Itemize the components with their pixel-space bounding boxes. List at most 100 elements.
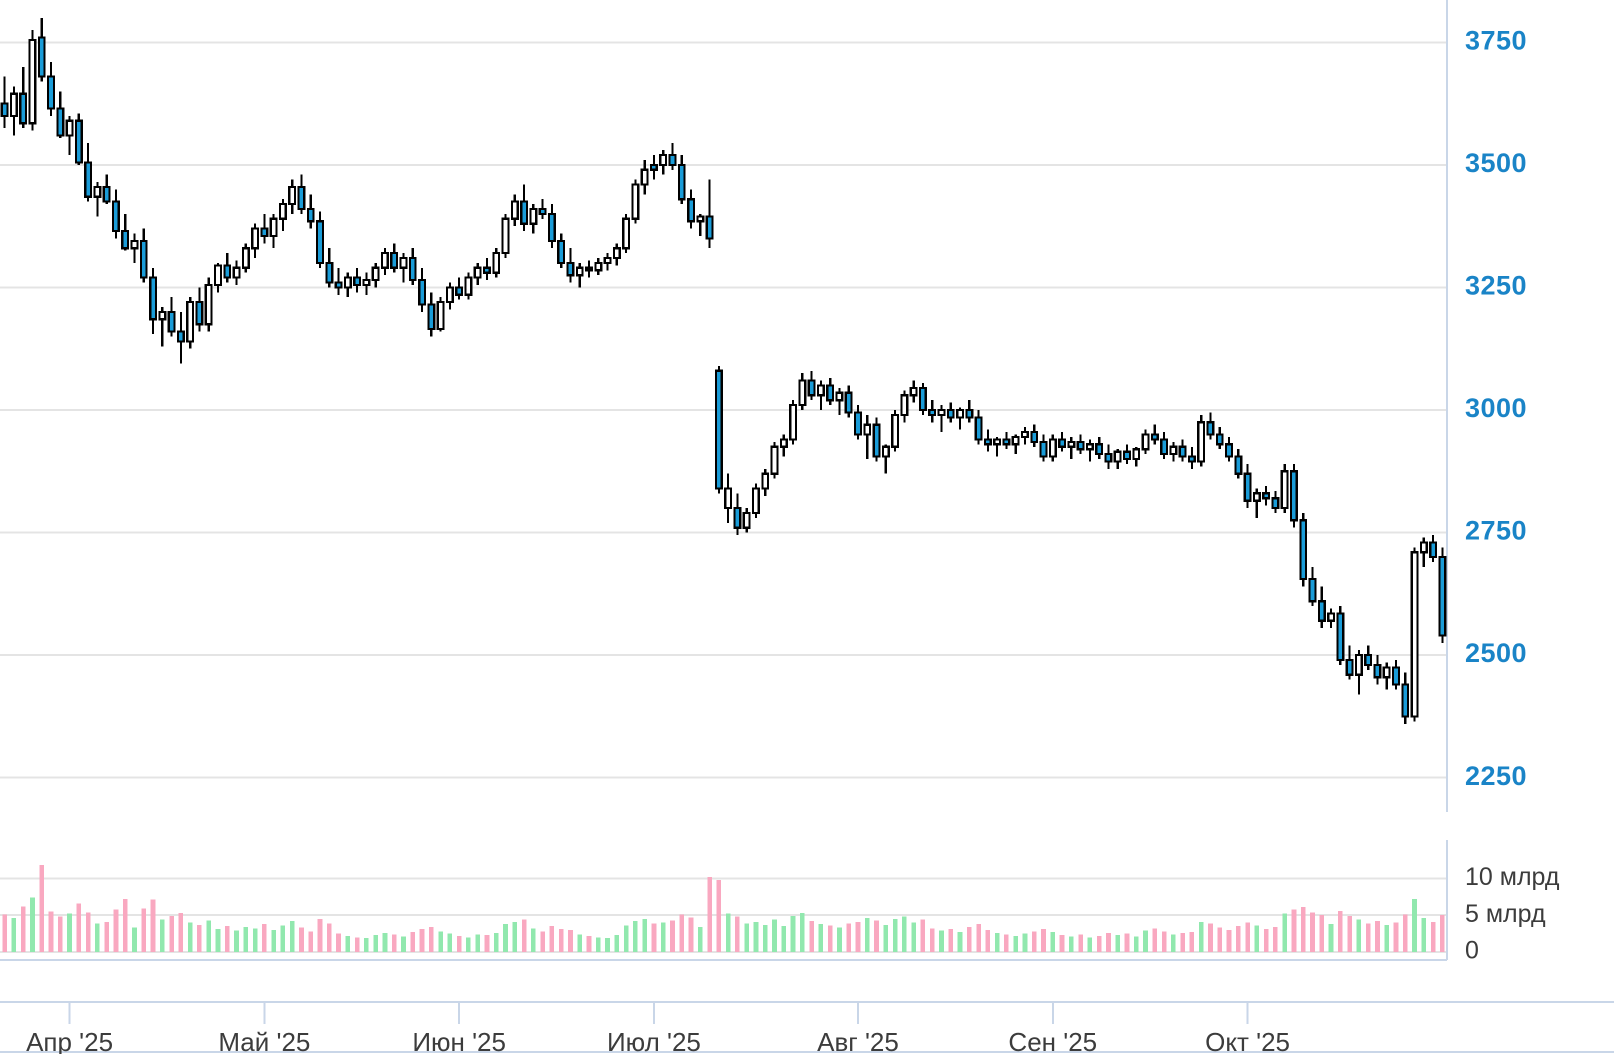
volume-bar[interactable]	[697, 926, 703, 952]
candlestick[interactable]	[1020, 427, 1029, 445]
candlestick[interactable]	[872, 417, 881, 462]
candlestick[interactable]	[993, 436, 1002, 457]
candlestick[interactable]	[1280, 463, 1289, 513]
candlestick[interactable]	[380, 248, 389, 276]
candlestick[interactable]	[84, 142, 93, 202]
volume-bar[interactable]	[280, 925, 286, 952]
volume-bar[interactable]	[1069, 936, 1074, 952]
candlestick[interactable]	[223, 253, 232, 283]
volume-bar[interactable]	[809, 921, 814, 952]
candlestick[interactable]	[742, 508, 751, 533]
volume-bar[interactable]	[382, 932, 388, 952]
volume-bar[interactable]	[1384, 924, 1390, 952]
volume-bar[interactable]	[929, 928, 935, 952]
volume-bar[interactable]	[122, 899, 128, 952]
candlestick[interactable]	[529, 204, 538, 234]
volume-bar[interactable]	[503, 924, 508, 952]
candlestick[interactable]	[1206, 412, 1215, 440]
volume-bar[interactable]	[1143, 930, 1148, 952]
candlestick[interactable]	[1215, 427, 1224, 450]
volume-bar[interactable]	[1393, 922, 1399, 952]
candlestick[interactable]	[640, 159, 649, 195]
candlestick[interactable]	[631, 179, 640, 224]
candlestick[interactable]	[9, 86, 18, 136]
candlestick[interactable]	[325, 248, 334, 288]
candlestick[interactable]	[1289, 463, 1298, 528]
candlestick[interactable]	[167, 297, 176, 337]
volume-bar[interactable]	[772, 919, 777, 952]
candlestick[interactable]	[65, 115, 74, 156]
candlestick[interactable]	[779, 434, 788, 457]
candlestick[interactable]	[918, 383, 927, 415]
candlestick[interactable]	[418, 267, 427, 312]
volume-bar[interactable]	[1031, 931, 1037, 952]
candlestick[interactable]	[900, 390, 909, 423]
volume-bar[interactable]	[1161, 931, 1167, 952]
volume-bar[interactable]	[401, 936, 406, 952]
volume-bar[interactable]	[512, 921, 518, 952]
candlestick[interactable]	[37, 17, 46, 82]
volume-bar[interactable]	[197, 924, 202, 952]
candlestick[interactable]	[492, 248, 501, 278]
candlestick[interactable]	[1299, 512, 1308, 587]
candlestick[interactable]	[1067, 436, 1076, 460]
volume-bar[interactable]	[326, 923, 332, 952]
candlestick[interactable]	[482, 258, 491, 281]
volume-bar[interactable]	[1356, 919, 1362, 952]
candlestick[interactable]	[371, 262, 380, 288]
volume-bar[interactable]	[948, 929, 954, 952]
volume-bar[interactable]	[160, 919, 165, 952]
candlestick[interactable]	[622, 213, 631, 254]
volume-bar[interactable]	[790, 915, 796, 952]
volume-bar[interactable]	[1263, 929, 1269, 952]
candlestick[interactable]	[1085, 439, 1094, 462]
volume-bar[interactable]	[735, 916, 740, 952]
candlestick[interactable]	[1243, 463, 1252, 509]
volume-bar[interactable]	[2, 914, 7, 952]
candlestick[interactable]	[306, 194, 315, 229]
volume-bar[interactable]	[1347, 915, 1352, 952]
candlestick[interactable]	[1419, 537, 1428, 567]
volume-bar[interactable]	[939, 930, 944, 952]
candlestick[interactable]	[603, 253, 612, 271]
candlestick[interactable]	[1345, 645, 1354, 680]
candlestick[interactable]	[1410, 547, 1419, 722]
candlestick[interactable]	[585, 260, 593, 278]
volume-bar[interactable]	[846, 923, 852, 952]
volume-bar[interactable]	[1235, 926, 1241, 952]
volume-bar[interactable]	[827, 925, 833, 952]
candlestick[interactable]	[844, 385, 853, 418]
candlestick[interactable]	[334, 267, 343, 295]
volume-bar[interactable]	[864, 918, 870, 952]
volume-bar[interactable]	[1171, 934, 1176, 952]
volume-bar[interactable]	[568, 929, 573, 952]
candlestick[interactable]	[677, 155, 686, 205]
volume-bar[interactable]	[1078, 934, 1083, 952]
candlestick[interactable]	[946, 402, 955, 423]
candlestick[interactable]	[770, 441, 779, 479]
volume-bar[interactable]	[354, 937, 360, 952]
volume-bar[interactable]	[1282, 913, 1287, 952]
candlestick[interactable]	[1271, 490, 1280, 513]
candlestick[interactable]	[789, 400, 798, 445]
candlestick[interactable]	[751, 483, 760, 518]
volume-bar[interactable]	[1254, 925, 1260, 952]
candlestick[interactable]	[937, 405, 946, 433]
volume-bar[interactable]	[1273, 926, 1278, 952]
volume-bar[interactable]	[438, 931, 443, 952]
volume-bar[interactable]	[1106, 932, 1111, 952]
volume-bar[interactable]	[1319, 915, 1325, 952]
candlestick[interactable]	[1095, 436, 1104, 460]
volume-bar[interactable]	[1402, 914, 1408, 952]
volume-bar[interactable]	[1050, 932, 1056, 952]
volume-bar[interactable]	[902, 916, 907, 952]
candlestick[interactable]	[705, 179, 714, 249]
volume-bar-series[interactable]	[2, 865, 1445, 952]
volume-bar[interactable]	[688, 917, 694, 952]
candlestick[interactable]	[649, 155, 658, 180]
candlestick[interactable]	[1123, 444, 1131, 464]
volume-bar[interactable]	[1226, 929, 1232, 952]
candlestick[interactable]	[566, 248, 575, 283]
volume-bar[interactable]	[234, 930, 239, 952]
